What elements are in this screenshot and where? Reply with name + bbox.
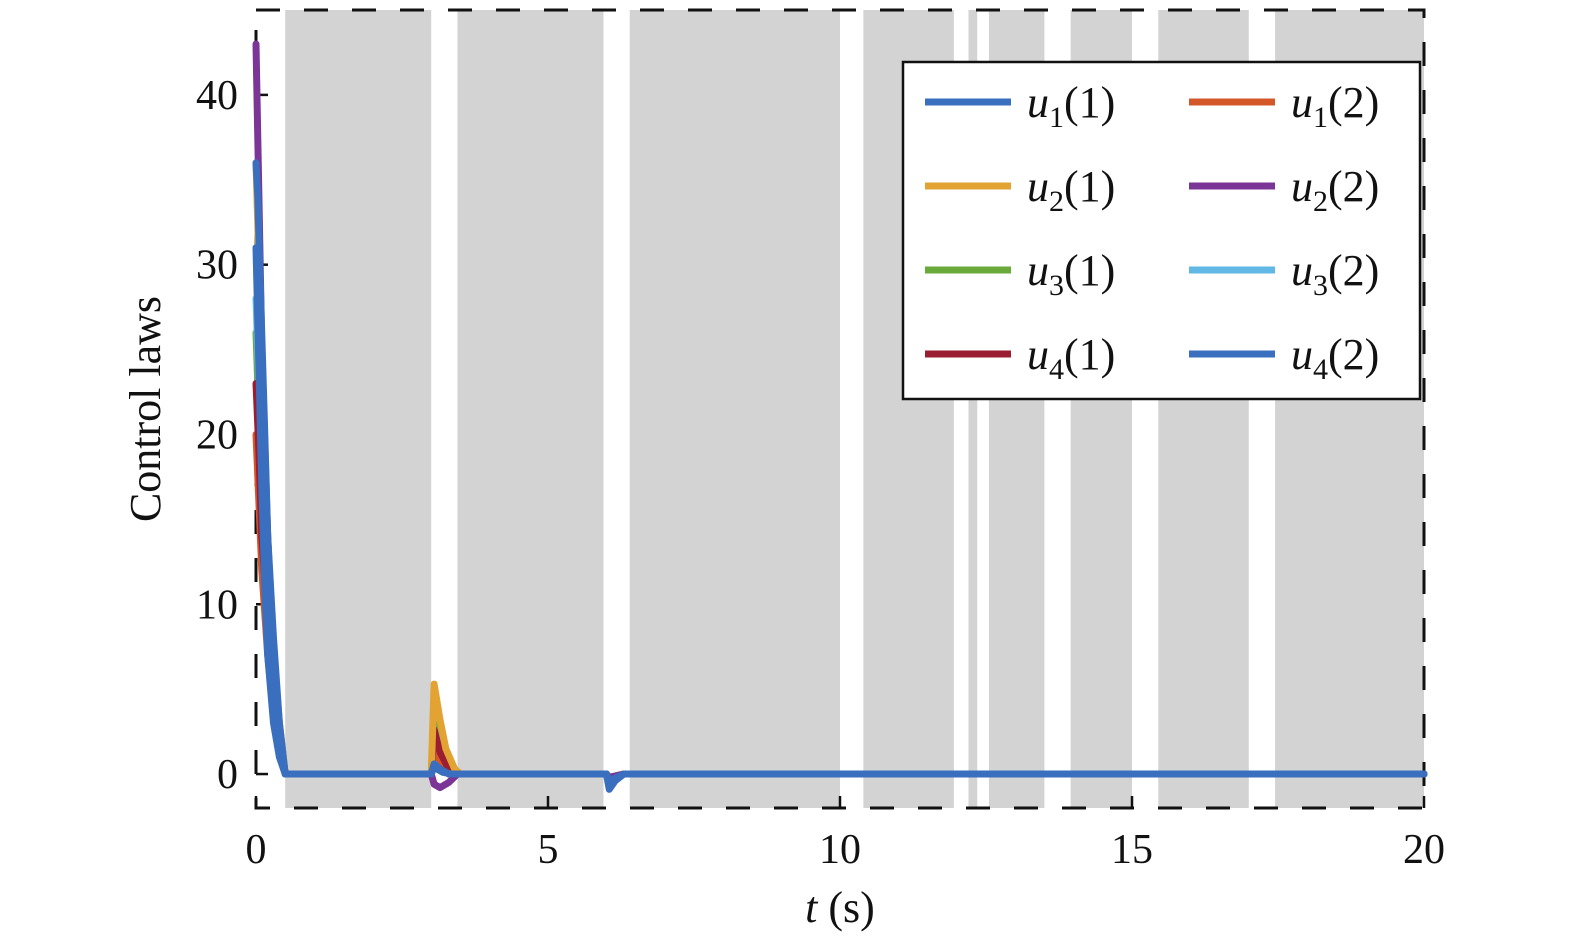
shaded-interval-1 [457, 10, 604, 808]
x-axis-label: t (s) [805, 883, 875, 932]
x-tick-label-1: 5 [538, 827, 559, 873]
y-tick-label-1: 10 [196, 582, 238, 628]
y-tick-label-0: 0 [217, 752, 238, 798]
series-line-u4-2 [252, 159, 1428, 793]
legend-label-6: u4(1) [1027, 330, 1115, 386]
x-axis-unit: (s) [817, 883, 874, 932]
legend-item-0: u1(1) [925, 78, 1115, 134]
x-tick-label-4: 20 [1403, 827, 1445, 873]
shaded-interval-4 [968, 10, 978, 808]
legend-item-2: u2(1) [925, 162, 1115, 218]
y-tick-labels: 0 10 20 30 40 [196, 73, 238, 798]
shaded-interval-0 [285, 10, 432, 808]
legend-item-1: u1(2) [1189, 78, 1379, 134]
legend-box [901, 60, 1422, 401]
shaded-interval-2 [629, 10, 840, 808]
legend-item-3: u2(2) [1189, 162, 1379, 218]
x-tick-labels: 0 5 10 15 20 [246, 827, 1446, 873]
x-tick-label-2: 10 [819, 827, 861, 873]
legend-label-5: u3(2) [1291, 246, 1379, 302]
series-lines [252, 40, 1428, 793]
y-axis-label: Control laws [121, 296, 170, 522]
x-axis-var: t [805, 883, 819, 932]
legend-item-4: u3(1) [925, 246, 1115, 302]
y-tick-label-3: 30 [196, 243, 238, 289]
y-tick-label-2: 20 [196, 412, 238, 458]
legend-label-4: u3(1) [1027, 246, 1115, 302]
x-tick-label-3: 15 [1111, 827, 1153, 873]
x-tick-label-0: 0 [246, 827, 267, 873]
legend: u1(1) u1(2) u2(1) u2(2) u3(1) u3(2) u4(1) u4(2) [901, 60, 1422, 401]
y-tick-label-4: 40 [196, 73, 238, 119]
legend-label-3: u2(2) [1291, 162, 1379, 218]
legend-label-2: u2(1) [1027, 162, 1115, 218]
legend-label-1: u1(2) [1291, 78, 1379, 134]
legend-item-6: u4(1) [925, 330, 1115, 386]
legend-label-0: u1(1) [1027, 78, 1115, 134]
legend-item-5: u3(2) [1189, 246, 1379, 302]
legend-label-7: u4(2) [1291, 330, 1379, 386]
legend-item-7: u4(2) [1189, 330, 1379, 386]
